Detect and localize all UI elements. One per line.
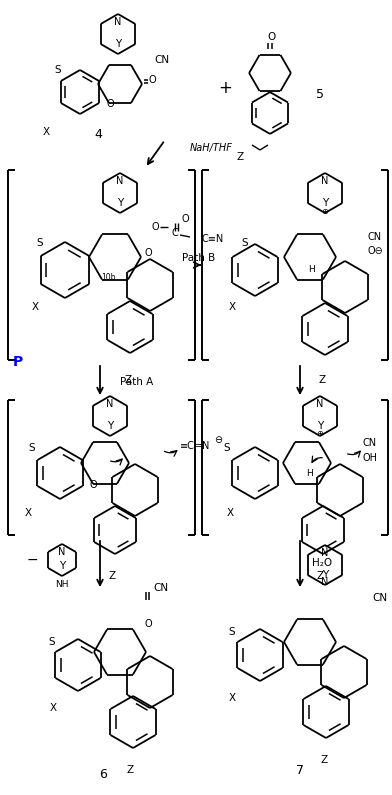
Text: CN: CN xyxy=(153,583,168,593)
Text: Y: Y xyxy=(107,421,113,431)
Text: N: N xyxy=(106,399,114,409)
Text: S: S xyxy=(229,627,235,637)
Text: S: S xyxy=(37,238,43,248)
Text: O: O xyxy=(181,214,189,224)
Text: OH: OH xyxy=(363,453,378,463)
Text: Y: Y xyxy=(59,561,65,571)
Text: CN: CN xyxy=(368,232,382,242)
Text: N: N xyxy=(321,577,328,587)
Text: O: O xyxy=(268,32,276,42)
Text: N: N xyxy=(321,548,328,558)
Text: Z: Z xyxy=(320,755,328,765)
Text: O: O xyxy=(151,222,159,232)
Text: 10b: 10b xyxy=(101,273,115,281)
Text: −: − xyxy=(26,553,38,567)
Text: Path B: Path B xyxy=(182,253,216,263)
Text: O: O xyxy=(144,619,152,629)
Text: O: O xyxy=(106,99,114,109)
Text: ⊕: ⊕ xyxy=(316,429,323,439)
Text: Z: Z xyxy=(109,571,116,581)
Text: Y: Y xyxy=(317,421,323,431)
Text: Path A: Path A xyxy=(120,377,153,387)
Text: S: S xyxy=(224,443,230,453)
Text: 5: 5 xyxy=(316,88,324,102)
Text: X: X xyxy=(42,127,49,137)
Text: 6: 6 xyxy=(99,769,107,781)
Text: X: X xyxy=(229,302,236,312)
Text: ≡C=N: ≡C=N xyxy=(180,441,211,451)
Text: S: S xyxy=(242,238,248,248)
Text: CN: CN xyxy=(363,438,377,448)
Text: Y: Y xyxy=(115,39,121,49)
Text: CN: CN xyxy=(372,593,387,603)
Text: Y: Y xyxy=(322,570,328,580)
Text: Z: Z xyxy=(236,152,243,162)
Text: H: H xyxy=(309,266,316,274)
Text: S: S xyxy=(29,443,35,453)
Text: Y: Y xyxy=(117,198,123,208)
Text: S: S xyxy=(49,637,55,647)
Text: ⊖: ⊖ xyxy=(214,435,222,445)
Text: S: S xyxy=(55,65,61,75)
Text: 7: 7 xyxy=(296,763,304,777)
Text: H: H xyxy=(307,468,313,478)
Text: Y: Y xyxy=(322,198,328,208)
Text: N: N xyxy=(116,176,124,186)
Text: NaH/THF: NaH/THF xyxy=(190,143,233,153)
Text: O: O xyxy=(148,75,156,85)
Text: N: N xyxy=(321,176,328,186)
Text: C: C xyxy=(172,228,178,238)
Text: C≡N: C≡N xyxy=(202,234,224,244)
Text: X: X xyxy=(31,302,38,312)
Text: CN: CN xyxy=(154,55,169,65)
Text: X: X xyxy=(229,693,236,703)
Text: ⊕: ⊕ xyxy=(321,207,328,215)
Text: NH: NH xyxy=(55,580,69,589)
Text: O⊖: O⊖ xyxy=(368,246,384,256)
Text: Z: Z xyxy=(318,375,326,385)
Text: Z: Z xyxy=(124,375,132,385)
Text: N: N xyxy=(114,17,122,27)
Text: +: + xyxy=(218,79,232,97)
Text: Z: Z xyxy=(316,571,323,581)
Text: X: X xyxy=(24,508,32,518)
Text: O: O xyxy=(144,248,152,258)
Text: O: O xyxy=(89,480,97,490)
Text: Z: Z xyxy=(127,765,134,775)
Text: N: N xyxy=(316,399,324,409)
Text: N: N xyxy=(58,547,66,557)
Text: P: P xyxy=(13,355,23,369)
Text: X: X xyxy=(227,508,234,518)
Text: 4: 4 xyxy=(94,127,102,141)
Text: X: X xyxy=(49,703,56,713)
Text: H₂O: H₂O xyxy=(312,558,332,568)
